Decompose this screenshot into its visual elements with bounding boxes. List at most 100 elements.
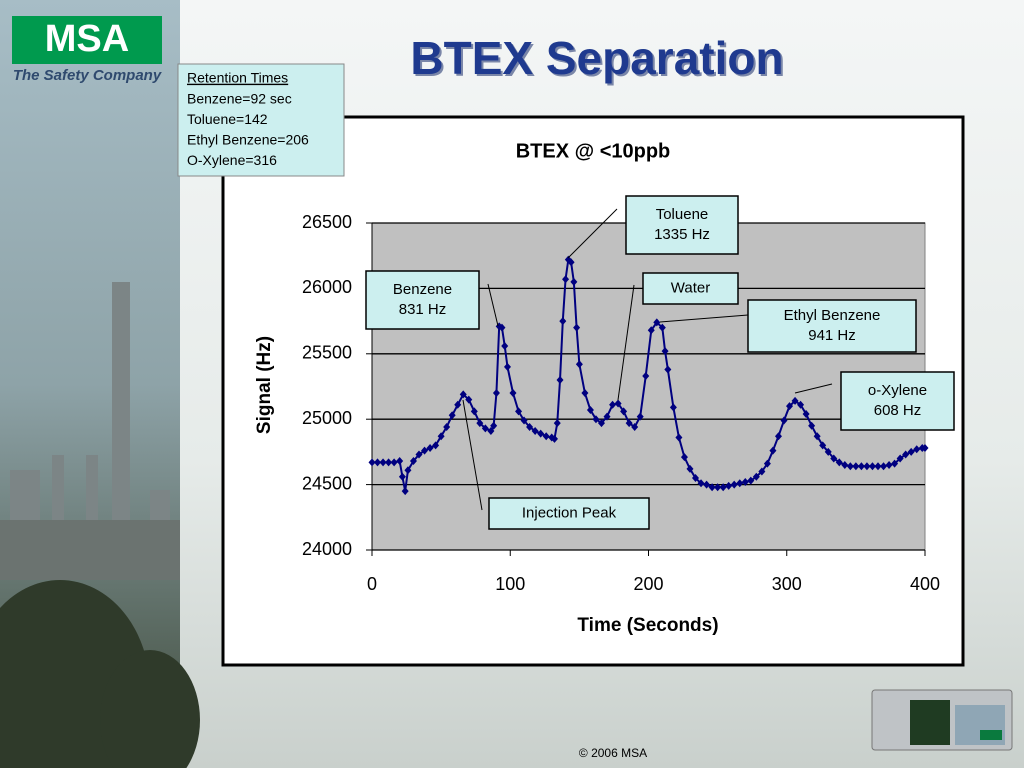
y-tick-label: 25000 [302, 408, 352, 428]
data-point [526, 423, 534, 432]
data-point [398, 472, 406, 481]
data-point [846, 462, 854, 471]
data-point [921, 443, 929, 452]
data-point [421, 446, 429, 455]
data-point [780, 416, 788, 425]
data-point [661, 347, 669, 356]
data-point [501, 341, 509, 350]
data-point [498, 323, 506, 332]
annotation-box [488, 497, 650, 530]
data-point [614, 399, 622, 408]
data-point [874, 462, 882, 471]
data-point [537, 429, 545, 438]
data-point [747, 476, 755, 485]
data-point [490, 421, 498, 430]
annotation-leader [487, 283, 499, 327]
annotation-text: Toluene [656, 206, 709, 223]
data-point [437, 432, 445, 441]
data-point [642, 372, 650, 381]
data-point [802, 409, 810, 418]
data-point [625, 419, 633, 428]
data-point [426, 443, 434, 452]
refinery [0, 282, 180, 580]
y-tick-label: 26500 [302, 212, 352, 232]
data-point [725, 481, 733, 490]
annotation-text: Ethyl Benzene [784, 307, 881, 324]
data-point [379, 458, 387, 467]
data-point [401, 487, 409, 496]
data-point [556, 375, 564, 384]
y-tick-label: 24500 [302, 473, 352, 493]
annotation-box [625, 195, 739, 255]
data-point [763, 459, 771, 468]
data-point [581, 389, 589, 398]
data-point [697, 479, 705, 488]
data-point [841, 460, 849, 469]
data-point [603, 412, 611, 421]
y-tick-label: 24000 [302, 539, 352, 559]
retention-title: Retention Times [187, 70, 288, 86]
y-axis-label: Signal (Hz) [254, 336, 275, 434]
annotation-text: Water [671, 279, 710, 296]
x-tick-label: 300 [772, 574, 802, 594]
data-point [562, 275, 570, 284]
retention-line: O-Xylene=316 [187, 152, 277, 168]
data-point [857, 462, 865, 471]
data-point [465, 395, 473, 404]
data-point [769, 446, 777, 455]
data-point [708, 483, 716, 492]
data-point [390, 458, 398, 467]
data-point [714, 483, 722, 492]
retention-line: Ethyl Benzene=206 [187, 132, 309, 148]
data-point [404, 466, 412, 475]
data-point [631, 423, 639, 432]
data-point [813, 432, 821, 441]
data-point [409, 457, 417, 466]
data-point [481, 424, 489, 433]
data-point [620, 407, 628, 416]
annotation-leader [567, 208, 618, 259]
annotation-leader [794, 383, 833, 394]
annotation-box [747, 299, 917, 353]
data-point [567, 258, 575, 267]
data-point [830, 454, 838, 463]
data-point [675, 433, 683, 442]
retention-line: Benzene=92 sec [187, 91, 292, 107]
data-point [808, 421, 816, 430]
data-point [835, 458, 843, 467]
data-point [907, 447, 915, 456]
logo-box [12, 16, 162, 64]
data-point [503, 362, 511, 371]
data-point [542, 432, 550, 441]
data-point [597, 419, 605, 428]
data-point [736, 479, 744, 488]
annotation-leader [462, 399, 483, 511]
x-tick-label: 400 [910, 574, 940, 594]
data-point [703, 480, 711, 489]
data-point [636, 412, 644, 421]
retention-line: Toluene=142 [187, 111, 268, 127]
data-point [902, 450, 910, 459]
data-point [609, 400, 617, 409]
data-point [791, 396, 799, 405]
x-tick-label: 0 [367, 574, 377, 594]
data-point [664, 365, 672, 374]
data-point [492, 389, 500, 398]
annotation-box [365, 270, 480, 330]
x-tick-label: 100 [495, 574, 525, 594]
data-point [686, 464, 694, 473]
data-point [459, 390, 467, 399]
data-point [515, 407, 523, 416]
slide-title: BTEX Separation [410, 32, 783, 84]
data-point [368, 458, 376, 467]
data-point [913, 445, 921, 454]
data-point [692, 474, 700, 483]
annotation-box [642, 272, 739, 305]
data-point [415, 450, 423, 459]
data-point [559, 317, 567, 326]
data-point [752, 472, 760, 481]
data-point [868, 462, 876, 471]
data-point [487, 426, 495, 435]
data-point [819, 441, 827, 450]
annotation-text: Injection Peak [522, 504, 617, 521]
